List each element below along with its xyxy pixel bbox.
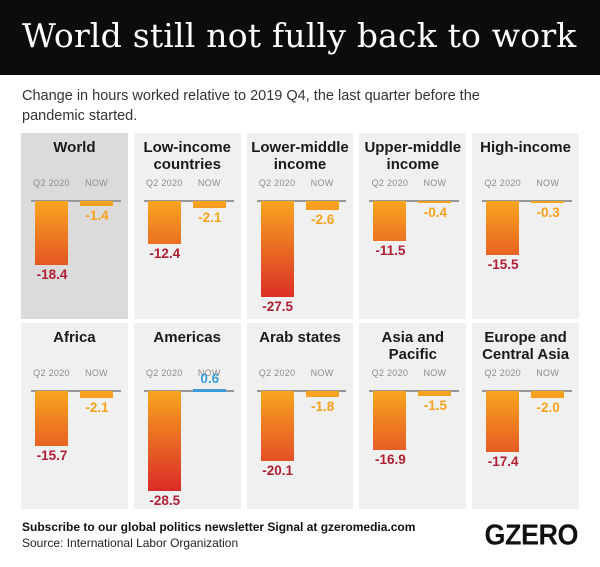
value-label-q2: -11.5	[360, 243, 420, 258]
bar-now	[306, 201, 339, 210]
column-label-q2: Q2 2020	[252, 368, 303, 378]
column-label-q2: Q2 2020	[364, 368, 415, 378]
value-label-q2: -28.5	[135, 493, 195, 508]
value-label-now: -1.4	[67, 208, 127, 223]
bar-now	[418, 391, 451, 396]
panel-arab-states: Arab states Q2 2020NOW -20.1 -1.8	[247, 323, 354, 509]
bar-q2	[373, 391, 406, 450]
bar-now	[80, 391, 113, 398]
column-label-now: NOW	[522, 178, 573, 188]
bar-q2	[373, 201, 406, 241]
value-label-q2: -17.4	[473, 454, 533, 469]
chart-subtitle: Change in hours worked relative to 2019 …	[22, 86, 534, 126]
column-label-q2: Q2 2020	[477, 178, 528, 188]
value-label-q2: -16.9	[360, 452, 420, 467]
value-label-q2: -15.5	[473, 257, 533, 272]
panel-title: Lower-middle income	[249, 140, 352, 173]
value-label-q2: -18.4	[22, 267, 82, 282]
panel-title: Upper-middle income	[361, 140, 464, 173]
footer-text: Subscribe to our global politics newslet…	[22, 520, 415, 551]
column-label-q2: Q2 2020	[477, 368, 528, 378]
column-label-q2: Q2 2020	[364, 178, 415, 188]
panel-title: High-income	[474, 140, 577, 157]
column-label-now: NOW	[409, 178, 460, 188]
panel-europe-and-central-asia: Europe and Central Asia Q2 2020NOW -17.4 -2…	[472, 323, 579, 509]
bar-now	[418, 201, 451, 203]
value-label-now: -1.5	[405, 398, 465, 413]
panel-americas: AmericasQ2 2020NOW-28.50.6	[134, 323, 241, 509]
bar-now	[193, 201, 226, 208]
value-label-now: -2.1	[67, 400, 127, 415]
bar-q2	[35, 391, 68, 446]
value-label-now: -0.3	[518, 205, 578, 220]
column-label-now: NOW	[409, 368, 460, 378]
column-label-q2: Q2 2020	[252, 178, 303, 188]
panels-row-1: WorldQ2 2020NOW-18.4-1.4Low-income count…	[21, 133, 579, 319]
value-label-now: -2.0	[518, 400, 578, 415]
bar-q2	[486, 201, 519, 255]
value-label-now: -2.1	[180, 210, 240, 225]
panel-world: World Q2 2020NOW -18.4 -1.4	[21, 133, 128, 319]
value-label-q2: -15.7	[22, 448, 82, 463]
panel-title: Arab states	[249, 330, 352, 347]
panel-title: Europe and Central Asia	[474, 330, 577, 363]
value-label-now: -0.4	[405, 205, 465, 220]
bar-q2	[486, 391, 519, 452]
column-label-now: NOW	[71, 368, 122, 378]
column-label-q2: Q2 2020	[26, 368, 77, 378]
subscribe-text: Subscribe to our global politics newslet…	[22, 520, 415, 535]
panel-low-income-countries: Low-income countries Q2 2020NOW -12.4 -2.1	[134, 133, 241, 319]
bar-q2	[35, 201, 68, 265]
panel-title: Americas	[136, 330, 239, 347]
panel-upper-middle-income: Upper-middle income Q2 2020NOW -11.5 -0.4	[359, 133, 466, 319]
source-text: Source: International Labor Organization	[22, 536, 415, 551]
value-label-now: 0.6	[180, 371, 240, 386]
bar-now	[531, 201, 564, 203]
value-label-now: -2.6	[293, 212, 353, 227]
panel-title: Asia and Pacific	[361, 330, 464, 363]
footer: Subscribe to our global politics newslet…	[22, 520, 578, 551]
panel-high-income: High-income Q2 2020NOW -15.5 -0.3	[472, 133, 579, 319]
bar-q2	[261, 391, 294, 461]
panels-grid: WorldQ2 2020NOW-18.4-1.4Low-income count…	[21, 133, 579, 513]
panel-title: World	[23, 140, 126, 157]
header: World still not fully back to work	[0, 0, 600, 75]
value-label-q2: -27.5	[248, 299, 308, 314]
gzero-logo: GZERO	[484, 519, 578, 551]
column-label-now: NOW	[297, 368, 348, 378]
column-label-q2: Q2 2020	[26, 178, 77, 188]
column-label-now: NOW	[297, 178, 348, 188]
panel-title: Africa	[23, 330, 126, 347]
bar-now	[193, 389, 226, 392]
bar-q2	[148, 391, 181, 491]
column-label-now: NOW	[71, 178, 122, 188]
value-label-now: -1.8	[293, 399, 353, 414]
panel-asia-and-pacific: Asia and Pacific Q2 2020NOW -16.9 -1.5	[359, 323, 466, 509]
panel-title: Low-income countries	[136, 140, 239, 173]
panels-row-2: AfricaQ2 2020NOW-15.7-2.1AmericasQ2 2020…	[21, 323, 579, 509]
column-label-now: NOW	[522, 368, 573, 378]
page-title: World still not fully back to work	[22, 16, 578, 55]
value-label-q2: -12.4	[135, 246, 195, 261]
column-label-now: NOW	[184, 178, 235, 188]
bar-now	[306, 391, 339, 397]
bar-now	[531, 391, 564, 398]
value-label-q2: -20.1	[248, 463, 308, 478]
panel-lower-middle-income: Lower-middle income Q2 2020NOW -27.5 -2.6	[247, 133, 354, 319]
bar-q2	[148, 201, 181, 244]
column-label-q2: Q2 2020	[139, 178, 190, 188]
panel-africa: Africa Q2 2020NOW -15.7 -2.1	[21, 323, 128, 509]
bar-now	[80, 201, 113, 206]
bar-q2	[261, 201, 294, 297]
